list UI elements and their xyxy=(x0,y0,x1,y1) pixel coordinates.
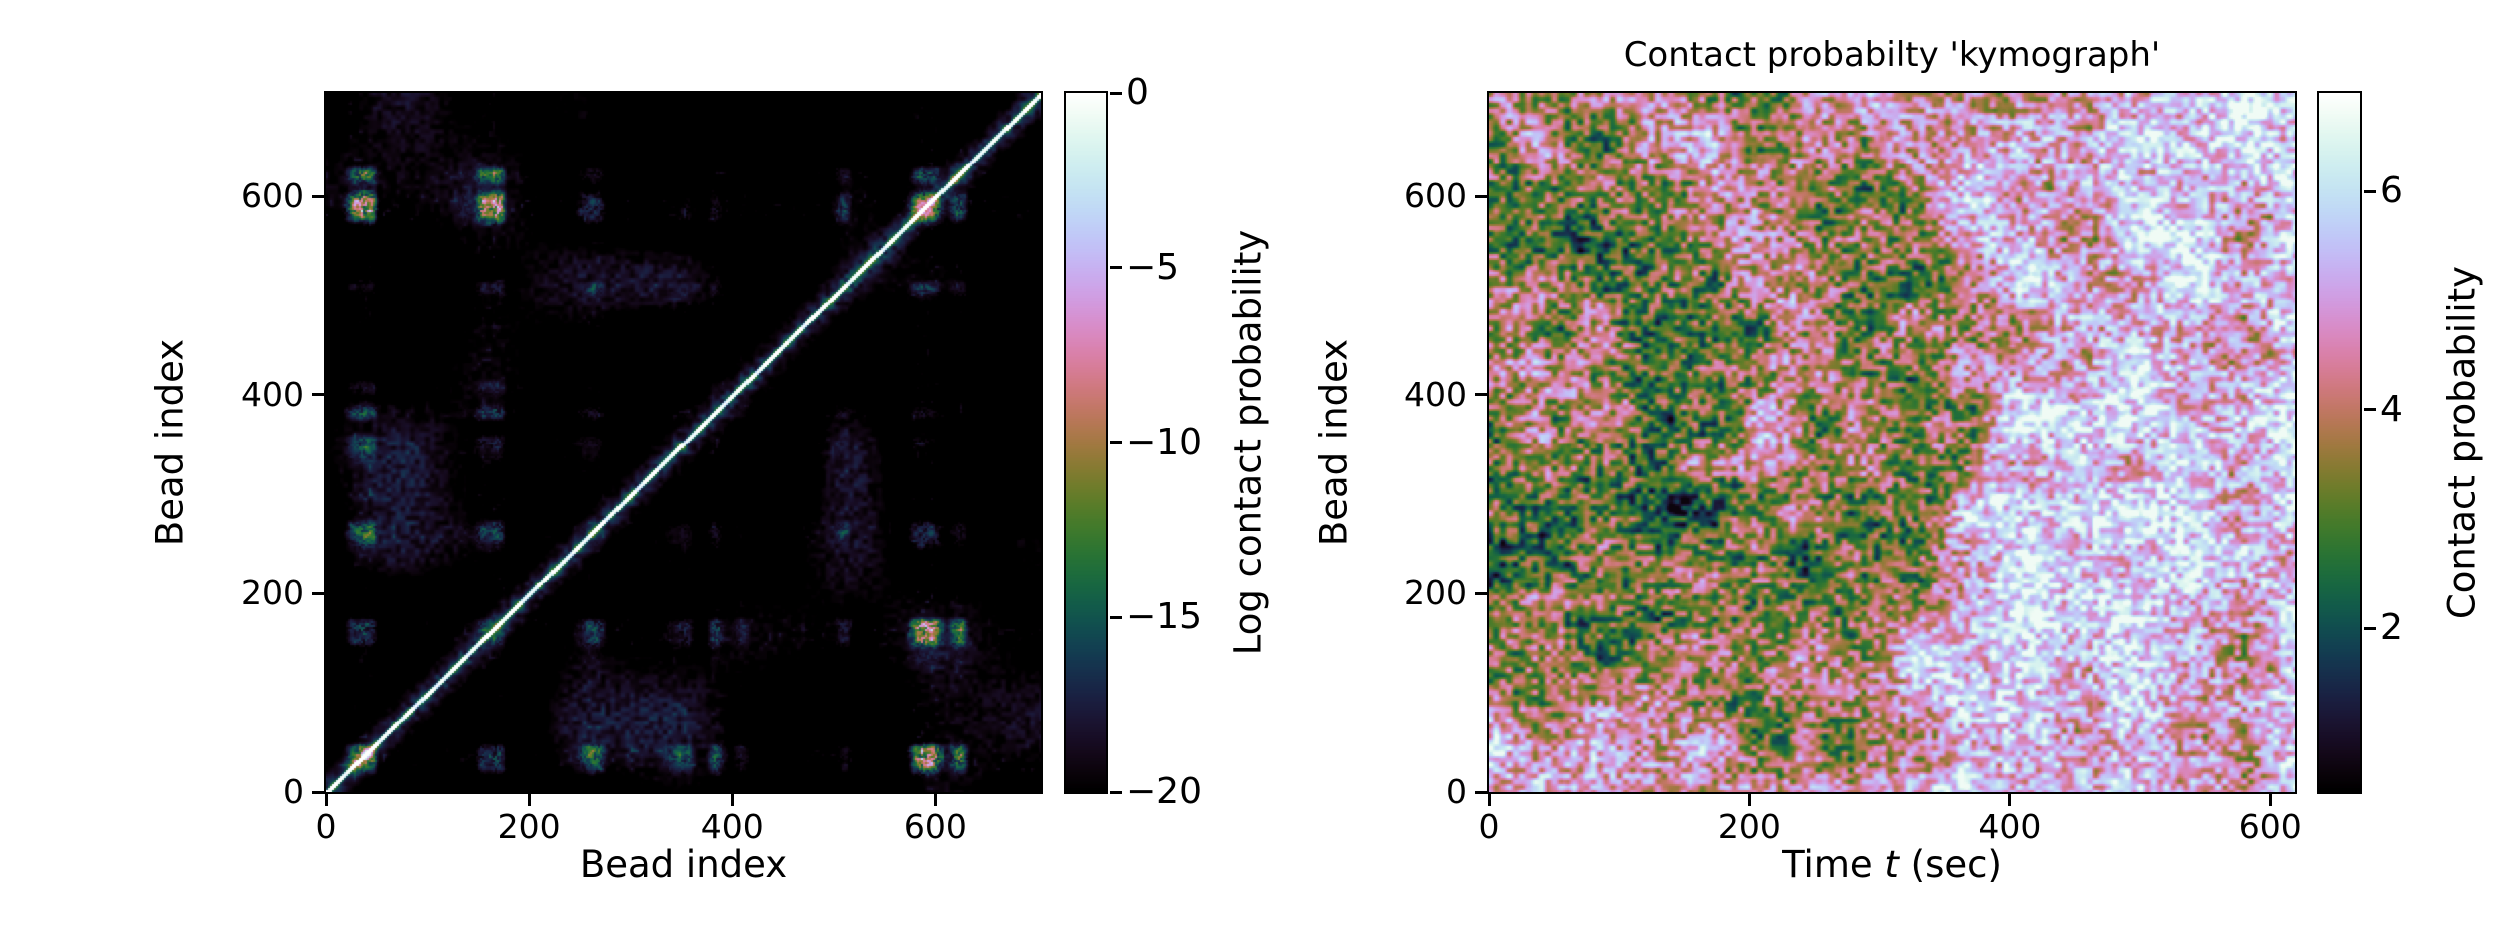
contact-map-colorbar-tick xyxy=(1110,441,1122,444)
contact-map-xlabel: Bead index xyxy=(579,843,788,886)
contact-map-colorbar-tick-label: −15 xyxy=(1126,596,1202,638)
kymograph-colorbar xyxy=(2317,91,2362,794)
kymograph-colorbar-tick-label: 4 xyxy=(2380,388,2403,430)
kymograph-x-tick xyxy=(2008,794,2012,806)
kymograph-colorbar-tick-label: 2 xyxy=(2380,607,2403,649)
contact-map-colorbar-canvas xyxy=(1066,93,1106,792)
kymograph-colorbar-tick xyxy=(2364,189,2376,193)
contact-map-axes xyxy=(324,91,1043,794)
contact-map-colorbar-tick xyxy=(1110,91,1122,95)
kymograph-y-tick-label: 400 xyxy=(1404,374,1467,414)
kymograph-y-tick xyxy=(1475,194,1487,198)
contact-map-y-tick-label: 0 xyxy=(283,772,304,811)
contact-map-colorbar xyxy=(1064,91,1108,794)
contact-map-x-tick xyxy=(730,794,734,806)
kymograph-x-tick-label: 200 xyxy=(1717,807,1781,846)
kymograph-x-tick xyxy=(1487,794,1491,806)
contact-map-y-tick xyxy=(312,591,324,595)
contact-map-colorbar-tick xyxy=(1110,790,1122,794)
kymograph-x-tick-label: 600 xyxy=(2238,807,2302,846)
contact-map-y-tick xyxy=(312,790,324,794)
contact-map-ylabel: Bead index xyxy=(148,338,192,547)
kymograph-xlabel-pre: Time xyxy=(1782,843,1885,886)
contact-map-y-tick-label: 400 xyxy=(241,374,304,414)
contact-map-x-tick-label: 400 xyxy=(700,807,764,846)
kymograph-y-tick-label: 200 xyxy=(1404,573,1467,613)
kymograph-x-tick-label: 0 xyxy=(1478,807,1500,846)
contact-map-y-tick xyxy=(312,194,324,198)
kymograph-xlabel-var: t xyxy=(1884,843,1899,886)
kymograph-y-tick xyxy=(1475,790,1487,794)
kymograph-y-tick xyxy=(1475,591,1487,595)
contact-map-colorbar-tick-label: −10 xyxy=(1126,421,1202,463)
contact-map-colorbar-tick xyxy=(1110,266,1122,270)
contact-map-colorbar-tick xyxy=(1110,615,1122,619)
kymograph-colorbar-tick xyxy=(2364,408,2376,412)
contact-map-x-tick xyxy=(933,794,937,806)
contact-map-x-tick-label: 0 xyxy=(315,807,337,846)
contact-map-x-tick-label: 200 xyxy=(497,807,561,846)
kymograph-colorbar-tick xyxy=(2364,626,2376,630)
contact-map-colorbar-tick-label: −20 xyxy=(1126,771,1202,812)
contact-map-x-tick xyxy=(324,794,328,806)
kymograph-xlabel: Time t (sec) xyxy=(1489,846,2295,883)
contact-map-y-tick-label: 600 xyxy=(241,176,304,216)
contact-map-y-tick xyxy=(312,393,324,397)
kymograph-ylabel: Bead index xyxy=(1312,338,1356,547)
kymograph-x-tick xyxy=(1747,794,1751,806)
kymograph-x-tick-label: 400 xyxy=(1978,807,2042,846)
kymograph-colorbar-tick-label: 6 xyxy=(2380,170,2403,212)
kymograph-title: Contact probabilty 'kymograph' xyxy=(1623,35,2161,75)
kymograph-axes xyxy=(1487,91,2297,794)
kymograph-y-tick-label: 600 xyxy=(1404,176,1467,216)
contact-map-colorbar-tick-label: −5 xyxy=(1126,246,1180,288)
contact-map-x-tick xyxy=(527,794,531,806)
contact-map-x-tick-label: 600 xyxy=(903,807,967,846)
kymograph-heatmap-canvas xyxy=(1489,93,2295,792)
contact-map-heatmap-canvas xyxy=(326,93,1041,792)
kymograph-y-tick-label: 0 xyxy=(1446,772,1467,811)
kymograph-y-tick xyxy=(1475,393,1487,397)
contact-map-colorbar-tick-label: 0 xyxy=(1126,72,1149,113)
kymograph-xlabel-post: (sec) xyxy=(1898,843,2002,886)
kymograph-colorbar-canvas xyxy=(2319,93,2360,792)
kymograph-x-tick xyxy=(2268,794,2272,806)
contact-map-y-tick-label: 200 xyxy=(241,573,304,613)
